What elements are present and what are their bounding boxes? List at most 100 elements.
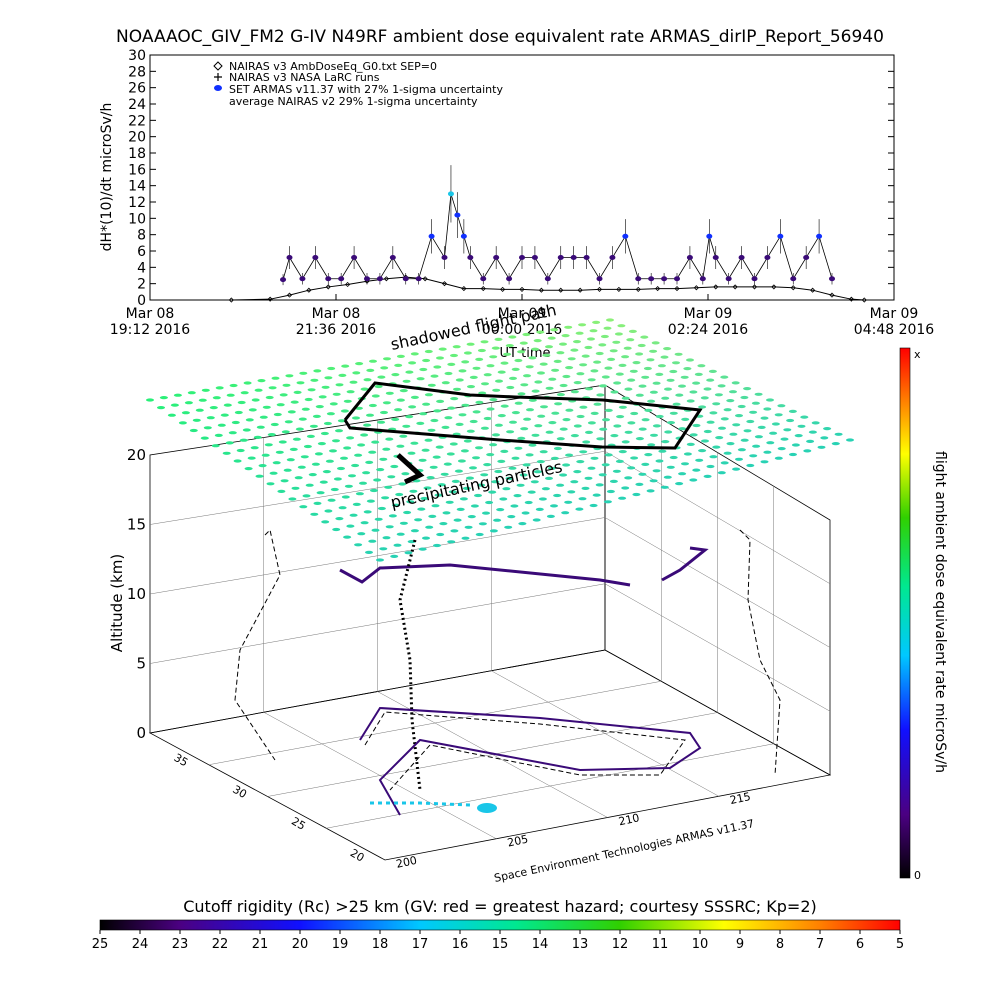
particle-mark [452, 345, 461, 349]
particle-mark [410, 529, 419, 533]
particle-mark [341, 495, 350, 499]
particle-mark [291, 486, 300, 490]
particle-mark [587, 421, 596, 425]
particle-mark [567, 490, 576, 494]
particle-mark [360, 387, 369, 391]
particle-mark [646, 358, 655, 362]
particle-mark [644, 453, 653, 457]
armas-point [609, 255, 616, 261]
particle-mark [545, 386, 554, 390]
particle-mark [740, 395, 749, 400]
particle-mark [442, 511, 451, 515]
particle-mark [541, 487, 550, 491]
particle-mark [332, 392, 341, 396]
particle-mark [533, 470, 542, 474]
nairas-point [519, 286, 525, 292]
nairas-point [267, 296, 273, 302]
particle-mark [492, 388, 501, 392]
particle-mark [486, 453, 495, 457]
particle-mark [547, 336, 556, 340]
armas-point [441, 255, 448, 261]
nairas-point [635, 286, 641, 292]
particle-mark [624, 430, 633, 434]
particle-mark [450, 529, 459, 533]
altitude-ticks: 0 5 10 15 20 [127, 446, 146, 742]
x-tick-date: Mar 08 [126, 306, 175, 322]
particle-mark [570, 390, 579, 394]
airport-marker [477, 803, 497, 813]
armas-point [506, 276, 513, 282]
particle-mark [590, 456, 599, 460]
particle-mark [735, 414, 743, 418]
particle-mark [603, 500, 612, 504]
particle-mark [466, 429, 475, 433]
particle-mark [618, 496, 627, 500]
nairas-point [861, 297, 867, 303]
particle-mark [723, 451, 732, 455]
rigidity-tick-label: 23 [172, 937, 189, 952]
particle-mark [556, 483, 565, 487]
particle-mark [823, 427, 832, 431]
particle-mark [658, 449, 667, 453]
particle-mark [769, 431, 778, 435]
legend-item-nairas-larc: NAIRAS v3 NASA LaRC runs [229, 71, 380, 84]
particle-mark [279, 393, 288, 397]
particle-mark [431, 504, 440, 508]
particle-mark [433, 409, 442, 413]
particle-mark [508, 466, 517, 470]
particle-mark [672, 402, 681, 406]
particle-mark [396, 444, 405, 448]
particle-mark [632, 492, 641, 497]
particle-mark [596, 437, 605, 441]
particle-mark [436, 356, 444, 360]
particle-mark [430, 374, 439, 378]
flight-path-climb [398, 539, 422, 791]
legend-item-armas: SET ARMAS v11.37 with 27% 1-sigma uncert… [229, 83, 503, 96]
longitude-ticks: 200 205 210 215 [395, 790, 752, 871]
particle-mark [570, 434, 579, 438]
particle-mark [766, 398, 774, 402]
chart-title: NOAAAOC_GIV_FM2 G-IV N49RF ambient dose … [116, 27, 884, 47]
longitude-tick-label: 200 [395, 854, 418, 871]
particle-mark [489, 529, 498, 533]
particle-mark [675, 393, 684, 397]
rigidity-tick-label: 8 [776, 937, 784, 952]
particle-mark [464, 525, 473, 529]
particle-mark [349, 380, 358, 384]
particle-mark [237, 400, 246, 405]
particle-mark [519, 341, 528, 345]
particle-mark [407, 451, 416, 455]
particle-mark [548, 377, 557, 381]
y-tick-label: 2 [137, 277, 146, 293]
particle-mark [517, 436, 526, 440]
y-tick-label: 0 [137, 293, 146, 309]
altitude-tick-label: 15 [127, 516, 146, 534]
particle-mark [453, 518, 462, 522]
particle-mark [483, 463, 492, 467]
particle-mark [436, 399, 445, 403]
particle-mark [211, 444, 220, 448]
particle-mark [287, 410, 296, 414]
particle-mark [290, 400, 299, 404]
legend: NAIRAS v3 AmbDoseEq_G0.txt SEP=0 NAIRAS … [213, 60, 503, 108]
particle-mark [504, 525, 513, 529]
particle-mark [510, 504, 519, 508]
particle-mark [262, 405, 271, 409]
particle-mark [382, 401, 391, 405]
particle-mark [657, 364, 666, 368]
particle-mark [482, 511, 490, 515]
particle-mark [672, 361, 680, 365]
particle-mark [343, 535, 352, 539]
particle-mark [507, 515, 516, 519]
particle-mark [489, 355, 498, 359]
particle-mark [236, 448, 245, 453]
particle-mark [281, 430, 290, 434]
particle-mark [445, 500, 454, 504]
particle-mark [616, 415, 625, 419]
particle-mark [457, 459, 466, 463]
particle-mark [283, 468, 292, 472]
particle-mark [178, 421, 187, 425]
particle-mark [681, 417, 690, 421]
particle-mark [435, 445, 444, 449]
nairas-point [441, 281, 448, 287]
